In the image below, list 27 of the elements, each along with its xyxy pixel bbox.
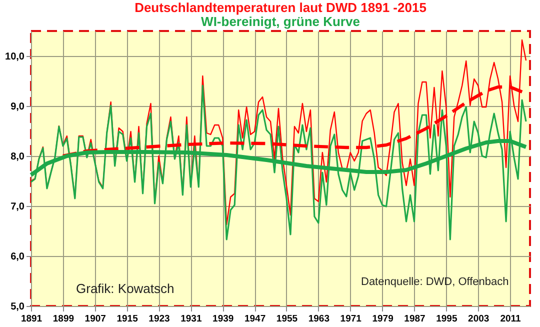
y-tick-label: 8,0 xyxy=(10,152,25,162)
x-tick-label: 1963 xyxy=(308,314,330,324)
line-series xyxy=(30,84,527,240)
y-tick-label: 5,0 xyxy=(10,302,25,312)
x-tick-label: 1907 xyxy=(84,314,106,324)
x-tick-label: 1891 xyxy=(20,314,43,324)
x-tick-label: 1979 xyxy=(372,314,394,324)
chart-subtitle: WI-bereinigt, grüne Kurve xyxy=(201,14,360,29)
x-tick-label: 1995 xyxy=(436,314,458,324)
x-tick-label: 1987 xyxy=(404,314,426,324)
y-tick-label: 10,0 xyxy=(5,52,25,62)
x-tick-label: 1923 xyxy=(148,314,170,324)
annotation: Grafik: Kowatsch xyxy=(76,281,174,296)
x-tick-label: 2011 xyxy=(500,314,522,324)
x-tick-label: 1931 xyxy=(180,314,202,324)
x-tick-label: 1915 xyxy=(116,314,139,324)
x-tick-label: 1947 xyxy=(244,314,266,324)
annotation: Datenquelle: DWD, Offenbach xyxy=(361,276,509,288)
x-tick-label: 2003 xyxy=(468,314,490,324)
x-tick-label: 1955 xyxy=(276,314,298,324)
y-tick-label: 9,0 xyxy=(10,102,25,112)
x-tick-label: 1939 xyxy=(212,314,234,324)
x-tick-label: 1899 xyxy=(52,314,74,324)
y-tick-label: 6,0 xyxy=(10,252,25,262)
x-tick-label: 1971 xyxy=(340,314,362,324)
y-tick-label: 7,0 xyxy=(10,202,25,212)
chart-title: Deutschlandtemperaturen laut DWD 1891 -2015 xyxy=(134,0,426,15)
